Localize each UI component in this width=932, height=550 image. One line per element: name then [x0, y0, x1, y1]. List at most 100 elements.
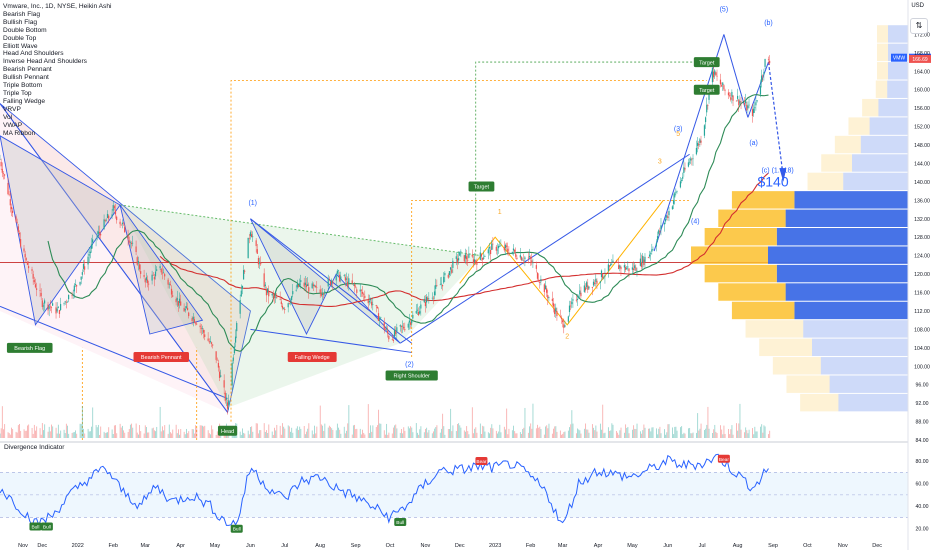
legend-item[interactable]: Double Top: [3, 34, 37, 42]
volume-bar: [500, 432, 502, 438]
volume-bar: [387, 434, 389, 438]
symbol-title[interactable]: Vmware, Inc., 1D, NYSE, Heikin Ashi: [3, 3, 112, 10]
volume-bar: [602, 404, 604, 438]
candle-body: [711, 67, 714, 83]
legend-item[interactable]: Falling Wedge: [3, 97, 46, 105]
volume-bar: [548, 423, 550, 438]
candle-body: [192, 316, 194, 320]
hs-neck-dotted: [120, 204, 482, 257]
candle-body: [256, 249, 258, 254]
volume-bar: [673, 434, 675, 438]
candle-body: [48, 306, 50, 309]
volume-bar: [650, 431, 652, 438]
candle-body: [74, 284, 77, 285]
legend-item[interactable]: Bullish Flag: [3, 18, 38, 26]
volume-bar: [216, 431, 218, 438]
candle-body: [672, 200, 675, 204]
volume-bar: [555, 426, 557, 438]
price-tick-label: 96.00: [916, 383, 929, 389]
legend-item[interactable]: MA Ribbon: [3, 129, 36, 137]
candle-body: [739, 101, 741, 104]
candle-body: [144, 279, 146, 283]
volume-bar: [707, 406, 709, 438]
volume-bar: [426, 427, 428, 438]
volume-bar: [481, 434, 482, 438]
scale-toggle-button[interactable]: ⇅: [910, 18, 928, 34]
wedge-top-line: [0, 103, 228, 413]
volume-bar: [615, 430, 617, 438]
candle-body: [296, 283, 298, 288]
candle-body: [224, 392, 226, 401]
candle-body: [304, 282, 306, 285]
volume-bar: [359, 428, 361, 438]
volume-bar: [316, 426, 318, 438]
candle-body: [684, 168, 686, 170]
legend-item[interactable]: Bullish Pennant: [3, 74, 49, 82]
candle-body: [664, 219, 667, 222]
volume-bar: [271, 431, 273, 438]
annotation--4-: (4): [691, 218, 700, 225]
legend-item[interactable]: Bearish Flag: [3, 10, 41, 18]
candle-body: [84, 266, 86, 270]
volume-bar: [506, 408, 508, 438]
candle-body: [143, 275, 145, 277]
legend-item[interactable]: Inverse Head And Shoulders: [3, 58, 87, 66]
legend-item[interactable]: Triple Bottom: [3, 82, 42, 90]
volume-profile-bar: [862, 98, 879, 117]
volume-bar: [244, 433, 246, 438]
candle-body: [594, 282, 596, 284]
volume-bar: [594, 430, 596, 438]
time-tick-label: May: [627, 543, 638, 549]
candle-body: [556, 311, 558, 317]
candle-body: [624, 267, 627, 270]
volume-bar: [43, 430, 44, 438]
candle-body: [384, 329, 386, 331]
legend-item[interactable]: Elliott Wave: [3, 42, 38, 50]
volume-bar: [674, 426, 676, 438]
volume-bar: [404, 430, 406, 438]
volume-bar: [135, 423, 137, 438]
candle-body: [767, 59, 770, 60]
volume-bar: [315, 433, 317, 438]
legend-item[interactable]: Double Bottom: [3, 26, 47, 34]
volume-bar: [123, 430, 125, 438]
candle-body: [178, 298, 181, 303]
legend-item[interactable]: VRVP: [3, 105, 21, 113]
osc-signal-box: [40, 522, 53, 531]
volume-bar: [418, 434, 420, 438]
legend-item[interactable]: Bearish Pennant: [3, 66, 52, 74]
candle-body: [484, 256, 486, 257]
price-tick-label: 92.00: [916, 401, 929, 407]
volume-bar: [714, 424, 716, 438]
candle-body: [265, 288, 268, 296]
candle-body: [321, 293, 324, 295]
volume-bar: [121, 425, 123, 438]
volume-bar: [666, 432, 668, 438]
legend-item[interactable]: Vol: [3, 113, 13, 121]
legend-item[interactable]: Head And Shoulders: [3, 50, 64, 58]
legend-item[interactable]: VWAP: [3, 121, 23, 129]
volume-bar: [47, 431, 49, 438]
candle-body: [599, 281, 601, 283]
volume-bar: [664, 429, 665, 438]
volume-bar: [259, 430, 261, 438]
candle-body: [392, 339, 394, 341]
volume-bar: [295, 428, 297, 438]
volume-bar: [327, 427, 329, 438]
candle-body: [552, 303, 555, 307]
volume-bar: [562, 433, 564, 438]
candle-body: [720, 85, 723, 87]
volume-bar: [395, 424, 397, 438]
candle-body: [89, 251, 91, 254]
volume-bar: [3, 429, 4, 438]
volume-bar: [623, 432, 625, 438]
candle-body: [655, 242, 658, 247]
legend-item[interactable]: Triple Top: [3, 89, 32, 97]
indicator-title[interactable]: Divergence Indicator: [4, 444, 65, 451]
volume-profile-bar: [718, 209, 786, 227]
candle-body: [539, 282, 541, 284]
osc-signal-bull: Bull: [233, 527, 241, 533]
volume-bar: [505, 429, 506, 438]
candle-body: [423, 298, 425, 303]
volume-bar: [460, 427, 462, 438]
